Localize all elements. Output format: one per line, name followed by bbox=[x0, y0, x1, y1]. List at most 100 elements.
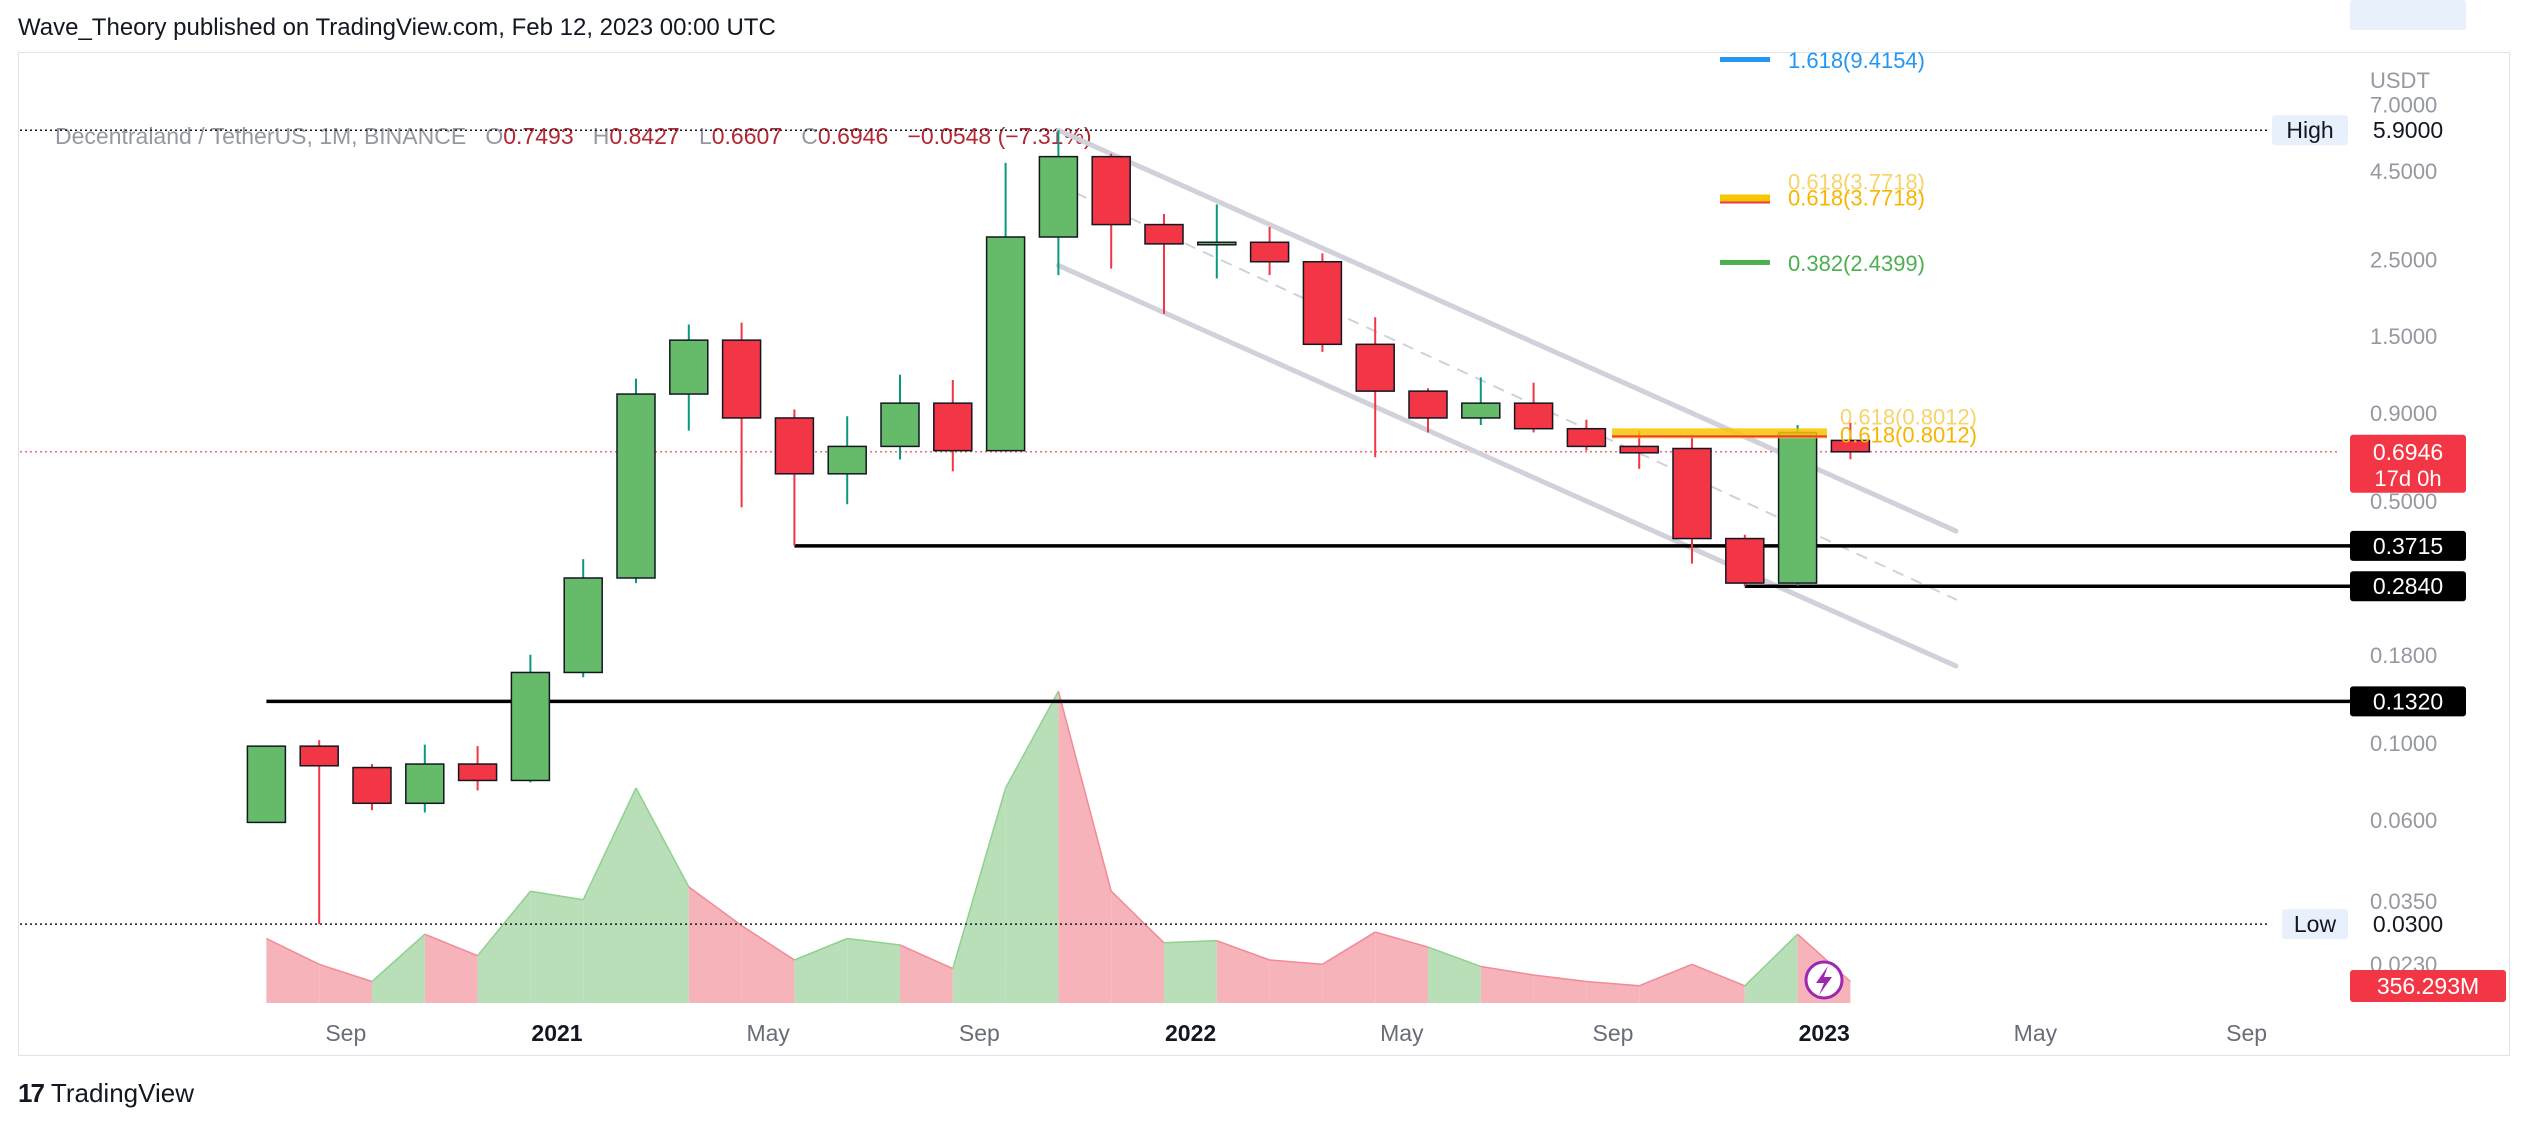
x-tick-label: May bbox=[746, 1020, 790, 1046]
candle-body bbox=[1408, 390, 1448, 419]
support-price-badge-bg bbox=[2350, 571, 2466, 602]
candle-body bbox=[1619, 445, 1659, 454]
y-tick-label: 1.5000 bbox=[2370, 324, 2437, 349]
price-chart[interactable]: Sep 2021 May Sep 2022 May Sep 2023 May Sep 1.618(9… bbox=[0, 0, 2530, 1060]
x-tick-label: 2022 bbox=[1165, 1020, 1216, 1046]
low-price-badge: 0.0300 bbox=[2373, 911, 2443, 937]
candle-body bbox=[669, 339, 709, 395]
y-tick-label: 0.9000 bbox=[2370, 401, 2437, 426]
volume-segment bbox=[319, 964, 372, 1003]
y-tick-label: 2.5000 bbox=[2370, 247, 2437, 272]
low-value: 0.6607 bbox=[711, 123, 783, 149]
publish-caption: Wave_Theory published on TradingView.com… bbox=[18, 14, 776, 41]
candle-body bbox=[1144, 223, 1184, 245]
volume-segment bbox=[1744, 934, 1798, 1003]
low-label: L bbox=[698, 123, 712, 149]
axis-unit-label: USDT bbox=[2370, 68, 2430, 93]
high-value: 0.8427 bbox=[609, 123, 680, 149]
volume-segment bbox=[794, 938, 848, 1003]
candle-body bbox=[1091, 155, 1131, 226]
volume-edge bbox=[477, 890, 531, 957]
volume-segment bbox=[1111, 891, 1164, 1003]
volume-segment bbox=[1269, 960, 1323, 1003]
open-value: 0.7493 bbox=[503, 123, 574, 149]
open-label: O bbox=[485, 123, 504, 149]
fib-label: 0.618(0.8012) bbox=[1840, 422, 1977, 447]
volume-segment bbox=[1480, 966, 1534, 1003]
candle-body bbox=[246, 745, 287, 824]
y-tick-label: 4.5000 bbox=[2370, 159, 2437, 184]
candle-body bbox=[1566, 427, 1607, 448]
volume-edge bbox=[899, 944, 954, 970]
support-price-badge: 0.1320 bbox=[2373, 688, 2443, 714]
candle-body bbox=[1830, 439, 1871, 453]
candle-body bbox=[1355, 343, 1395, 392]
candle-body bbox=[1197, 241, 1237, 246]
volume-segment bbox=[477, 891, 531, 1003]
candle-body bbox=[1461, 402, 1501, 419]
support-price-badge-bg bbox=[2350, 530, 2466, 561]
change-value: −0.0548 (−7.31%) bbox=[907, 123, 1092, 149]
x-tick-label: 2023 bbox=[1799, 1020, 1850, 1046]
fib-label: 0.618(3.7718) bbox=[1788, 185, 1925, 210]
x-tick-label: May bbox=[1380, 1020, 1424, 1046]
volume-badge-bg bbox=[2350, 970, 2506, 1002]
high-tag-bg bbox=[2272, 115, 2348, 146]
lightning-icon-bolt bbox=[1816, 966, 1832, 995]
low-price-badge-bg bbox=[2350, 0, 2466, 30]
volume-edge bbox=[688, 886, 743, 927]
volume-segment bbox=[1428, 947, 1481, 1003]
volume-edge bbox=[952, 787, 1007, 969]
volume-edge bbox=[371, 933, 426, 983]
fib-level-mark bbox=[1720, 259, 1770, 265]
volume-edge bbox=[530, 890, 584, 901]
volume-edge bbox=[318, 963, 373, 983]
volume-segment bbox=[372, 934, 425, 1003]
high-price-badge: 5.9000 bbox=[2373, 117, 2443, 143]
y-tick-label: 7.0000 bbox=[2370, 93, 2437, 118]
current-price-badge: 0.6946 bbox=[2373, 439, 2443, 465]
fib-level-mark bbox=[1720, 57, 1770, 62]
volume-segment bbox=[1322, 932, 1376, 1003]
candle-body bbox=[1672, 447, 1712, 540]
brand-name: TradingView bbox=[50, 1078, 194, 1108]
volume-edge bbox=[1533, 974, 1587, 983]
volume-edge bbox=[1216, 939, 1270, 961]
current-price-badge-bg bbox=[2350, 434, 2466, 493]
volume-segment bbox=[952, 788, 1006, 1003]
volume-segment bbox=[583, 788, 636, 1003]
volume-segment bbox=[847, 938, 900, 1003]
x-tick-label: 2021 bbox=[531, 1020, 582, 1046]
footer-brand[interactable]: 17 TradingView bbox=[18, 1078, 194, 1109]
close-value: 0.6946 bbox=[817, 123, 889, 149]
y-tick-label: 0.1000 bbox=[2370, 731, 2437, 756]
fib-label: 1.618(9.4154) bbox=[1788, 48, 1925, 73]
candle-body bbox=[827, 445, 867, 475]
volume-edge bbox=[1638, 963, 1693, 987]
volume-edge bbox=[1480, 965, 1534, 976]
volume-edge bbox=[1163, 939, 1217, 944]
x-tick-label: May bbox=[2014, 1020, 2058, 1046]
volume-segment bbox=[1375, 932, 1428, 1003]
volume-segment bbox=[636, 788, 689, 1003]
symbol-name: Decentraland / TetherUS, 1M, BINANCE bbox=[55, 123, 467, 149]
volume-segment bbox=[688, 886, 742, 1003]
countdown-label: 17d 0h bbox=[2374, 466, 2441, 491]
volume-segment bbox=[530, 891, 584, 1003]
candle-body bbox=[1038, 155, 1079, 238]
candle-body bbox=[1513, 402, 1554, 430]
volume-segment bbox=[1586, 981, 1640, 1003]
volume-badge: 356.293M bbox=[2377, 973, 2479, 999]
candle-body bbox=[1249, 241, 1290, 263]
candle-body bbox=[510, 671, 551, 782]
candle-body bbox=[774, 417, 815, 475]
volume-segment bbox=[1058, 691, 1112, 1003]
volume-segment bbox=[741, 925, 795, 1003]
volume-segment bbox=[1533, 975, 1587, 1003]
high-tag: High bbox=[2286, 117, 2333, 143]
x-tick-label: Sep bbox=[325, 1020, 366, 1046]
volume-edge bbox=[1110, 890, 1165, 944]
low-tag: Low bbox=[2294, 911, 2337, 937]
volume-edge bbox=[847, 937, 901, 946]
volume-edge bbox=[1057, 691, 1112, 892]
